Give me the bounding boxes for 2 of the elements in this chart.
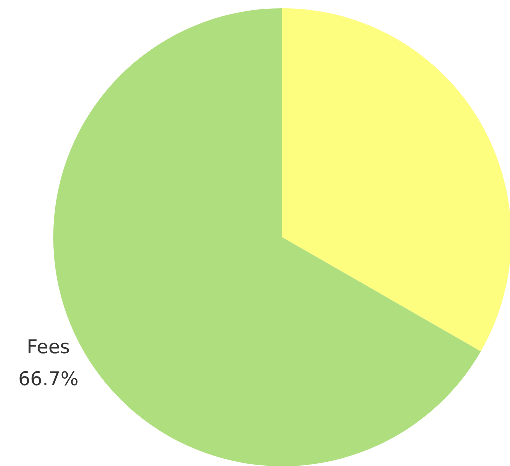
slice-label: Fees bbox=[27, 336, 70, 359]
data-label: 66.7% bbox=[18, 368, 79, 391]
